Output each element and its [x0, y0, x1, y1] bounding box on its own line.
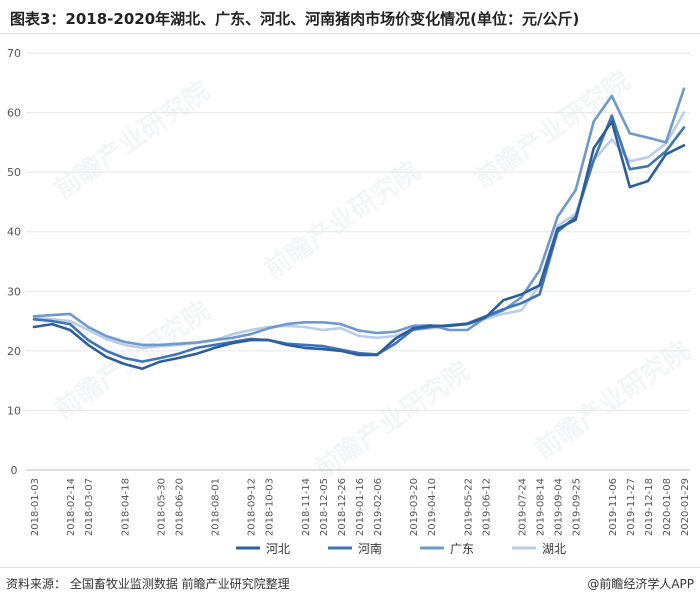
y-tick-label-0: 0	[11, 464, 18, 477]
source-note: 资料来源： 全国畜牧业监测数据 前瞻产业研究院整理	[6, 577, 290, 591]
x-tick-label-10: 2018-12-05	[319, 478, 330, 536]
brand-credit: @前瞻经济学人APP	[587, 577, 694, 591]
x-tick-label-5: 2018-06-20	[174, 478, 185, 536]
x-tick-label-9: 2018-11-14	[301, 478, 312, 536]
legend-label-2: 广东	[450, 542, 474, 556]
footer-divider	[0, 567, 700, 568]
x-tick-label-11: 2018-12-26	[337, 478, 348, 536]
y-tick-label-70: 70	[7, 47, 21, 60]
line-chart: 0 10 20 30 40 50 60 70 2018-01-03 2018-02-14 2018-…	[7, 47, 691, 556]
x-tick-label-19: 2019-08-14	[536, 478, 547, 536]
y-tick-label-30: 30	[7, 285, 21, 298]
x-tick-label-2: 2018-03-07	[84, 478, 95, 536]
legend-label-3: 湖北	[542, 541, 566, 556]
x-tick-label-21: 2019-09-25	[572, 478, 583, 536]
x-tick-label-4: 2018-05-30	[156, 478, 167, 536]
series-line-0	[32, 120, 686, 370]
y-tick-label-50: 50	[7, 166, 21, 179]
x-tick-label-15: 2019-04-10	[427, 478, 438, 536]
x-tick-label-22: 2019-11-06	[608, 478, 619, 536]
x-tick-label-6: 2018-08-01	[211, 478, 222, 536]
x-tick-label-16: 2019-05-22	[463, 478, 474, 536]
series-line-2	[32, 87, 686, 347]
x-tick-label-12: 2019-01-16	[355, 478, 366, 536]
x-tick-label-26: 2020-01-29	[680, 478, 691, 536]
legend-label-0: 河北	[266, 542, 290, 556]
x-tick-label-3: 2018-04-18	[120, 478, 131, 536]
x-tick-label-24: 2019-12-18	[644, 478, 655, 536]
x-tick-label-20: 2019-09-04	[554, 478, 565, 536]
x-tick-label-14: 2019-03-20	[409, 478, 420, 536]
chart-title: 图表3：2018-2020年湖北、广东、河北、河南猪肉市场价变化情况(单位：元/…	[10, 10, 580, 28]
x-tick-label-0: 2018-01-03	[30, 478, 41, 536]
title-divider	[0, 33, 700, 34]
legend-label-1: 河南	[358, 541, 382, 556]
x-tick-label-1: 2018-02-14	[66, 478, 77, 536]
x-tick-label-13: 2019-02-06	[373, 478, 384, 536]
x-tick-label-23: 2019-11-27	[626, 478, 637, 536]
x-tick-label-25: 2020-01-08	[662, 478, 673, 536]
y-tick-label-40: 40	[7, 226, 21, 239]
x-tick-label-8: 2018-10-03	[265, 478, 276, 536]
y-tick-label-10: 10	[7, 404, 21, 417]
x-tick-label-17: 2019-06-12	[481, 478, 492, 536]
y-tick-label-60: 60	[7, 107, 21, 120]
y-tick-label-20: 20	[7, 345, 21, 358]
x-tick-label-7: 2018-09-12	[247, 478, 258, 536]
x-tick-label-18: 2019-07-24	[518, 478, 529, 536]
